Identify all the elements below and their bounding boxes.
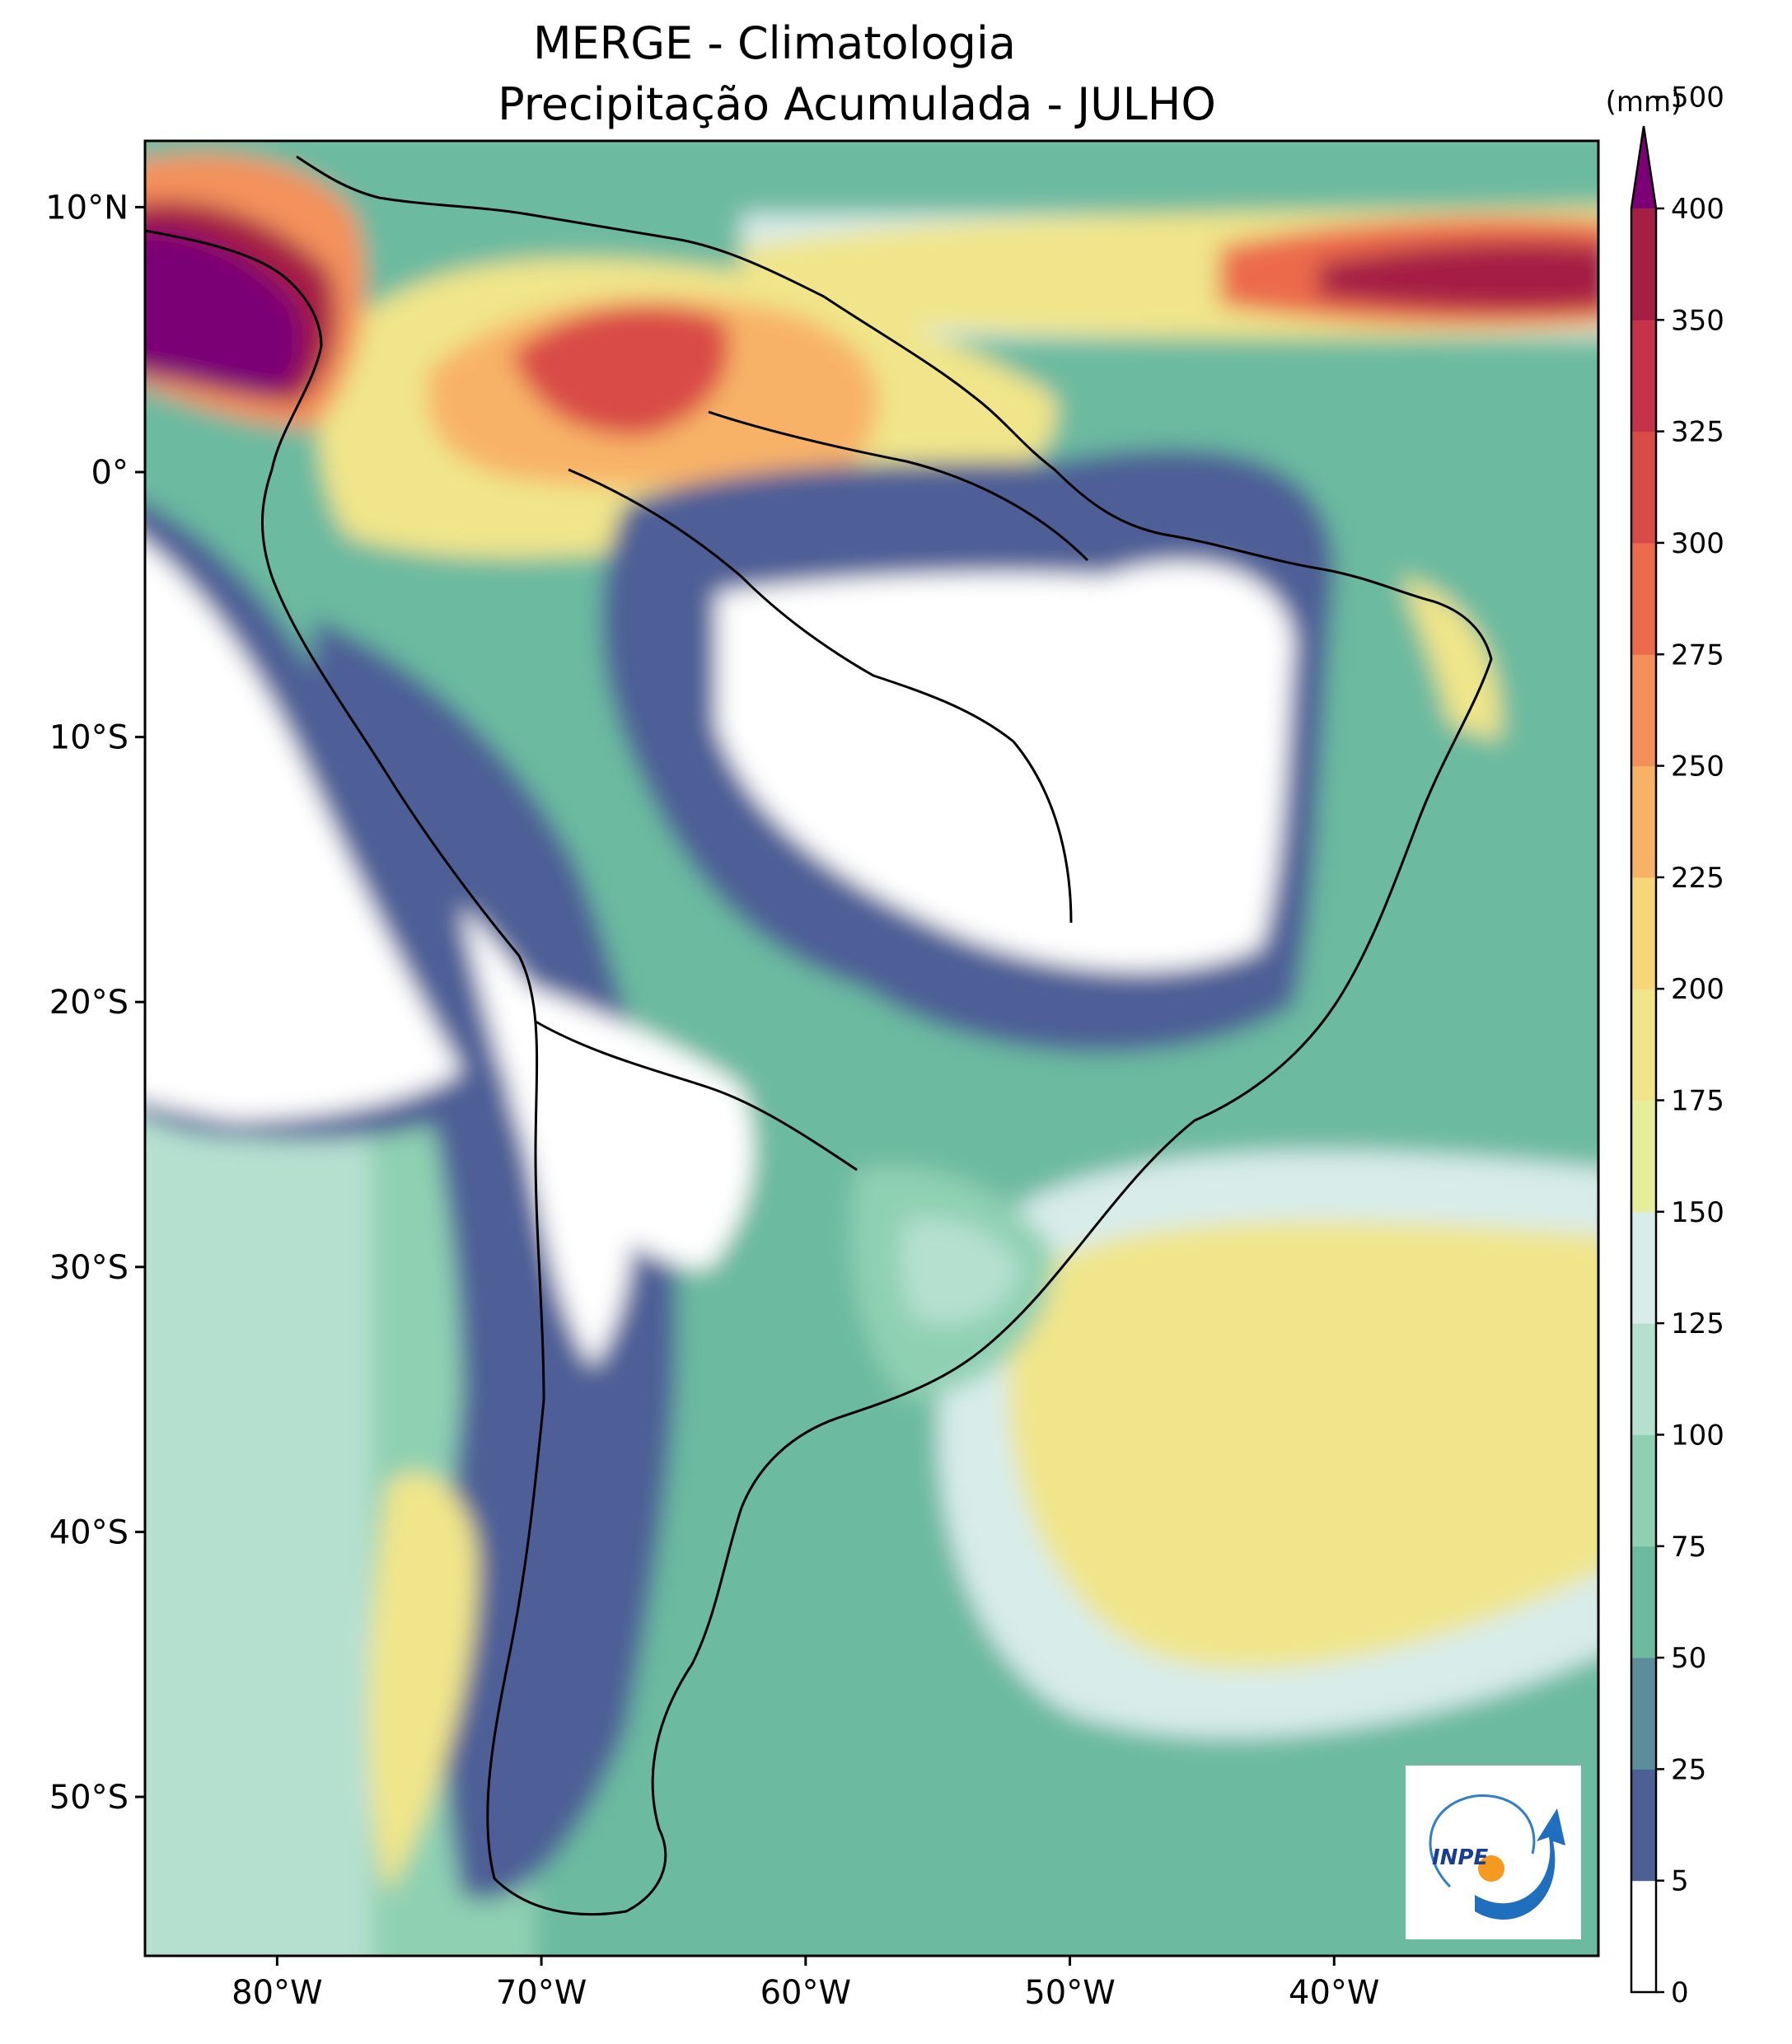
colorbar-label: 25	[1671, 1753, 1706, 1786]
arrow-icon	[1475, 1808, 1565, 1920]
colorbar-label: 225	[1671, 862, 1724, 895]
latitude-axis: 10°N 0° 10°S 20°S 30°S 40°S 50°S	[45, 189, 145, 1817]
colorbar-label: 150	[1671, 1196, 1724, 1229]
lon-tick-label: 50°W	[1024, 1974, 1115, 2012]
colorbar-segment	[1631, 765, 1656, 878]
lat-tick-label: 50°S	[49, 1779, 129, 1817]
orbit-icon	[1429, 1794, 1536, 1888]
colorbar-segment	[1631, 877, 1656, 989]
longitude-axis: 80°W 70°W 60°W 50°W 40°W	[232, 1956, 1379, 2012]
lat-tick-label: 30°S	[49, 1249, 129, 1287]
logo-text: INPE	[1432, 1845, 1488, 1870]
colorbar-label: 175	[1671, 1085, 1724, 1118]
colorbar-segment	[1631, 1658, 1656, 1770]
colorbar-segment	[1631, 1100, 1656, 1213]
colorbar-segment	[1631, 208, 1656, 320]
coastlines	[145, 155, 1493, 1916]
lat-tick-label: 10°S	[49, 719, 129, 757]
colorbar-label: 50	[1671, 1642, 1706, 1675]
colorbar-segment	[1631, 431, 1656, 544]
lon-tick-label: 60°W	[760, 1974, 851, 2012]
lat-tick-label: 0°	[91, 454, 129, 492]
colorbar-label: 400	[1671, 193, 1724, 226]
colorbar-label: 125	[1671, 1307, 1724, 1340]
colorbar-label: 0	[1671, 1976, 1689, 2009]
lon-tick-label: 70°W	[496, 1974, 587, 2012]
colorbar-label: 325	[1671, 416, 1724, 449]
colorbar-unit: (mm)	[1606, 86, 1682, 119]
colorbar-label: 5	[1671, 1865, 1689, 1898]
colorbar-segment	[1631, 989, 1656, 1101]
colorbar-segment	[1631, 1323, 1656, 1435]
map-subtitle: Precipitação Acumulada - JULHO	[498, 78, 1216, 130]
colorbar-segment	[1631, 1434, 1656, 1547]
colorbar-segment	[1631, 1211, 1656, 1324]
precipitation-field	[145, 141, 1598, 1956]
lon-tick-label: 80°W	[232, 1974, 322, 2012]
colorbar-label: 500	[1671, 82, 1724, 115]
colorbar-label: 200	[1671, 973, 1724, 1006]
lat-tick-label: 20°S	[49, 984, 129, 1022]
inpe-logo: INPE	[1406, 1766, 1581, 1939]
lon-tick-label: 40°W	[1289, 1974, 1379, 2012]
map-frame	[143, 139, 1600, 1957]
colorbar-segment	[1631, 320, 1656, 433]
lat-tick-label: 40°S	[49, 1513, 129, 1551]
colorbar-segment	[1631, 654, 1656, 767]
colorbar-segment	[1631, 542, 1656, 655]
colorbar-label: 300	[1671, 527, 1724, 560]
colorbar-label: 75	[1671, 1531, 1706, 1564]
colorbar-label: 250	[1671, 751, 1724, 783]
colorbar-segment	[1631, 1769, 1656, 1882]
colorbar-outline	[1630, 125, 1658, 1994]
colorbar-label: 350	[1671, 304, 1724, 337]
colorbar-label: 275	[1671, 638, 1724, 671]
map-title: MERGE - Climatologia	[532, 17, 1017, 69]
colorbar-label: 100	[1671, 1419, 1724, 1452]
colorbar-segment	[1631, 1546, 1656, 1658]
colorbar: 0 5 25 50 75 100 125 150 175 200 225 250 275 300 325 35…	[1630, 82, 1724, 2009]
colorbar-segment	[1631, 1880, 1656, 1993]
colorbar-extend	[1631, 126, 1656, 208]
lat-tick-label: 10°N	[45, 189, 129, 227]
sun-icon	[1478, 1855, 1504, 1882]
